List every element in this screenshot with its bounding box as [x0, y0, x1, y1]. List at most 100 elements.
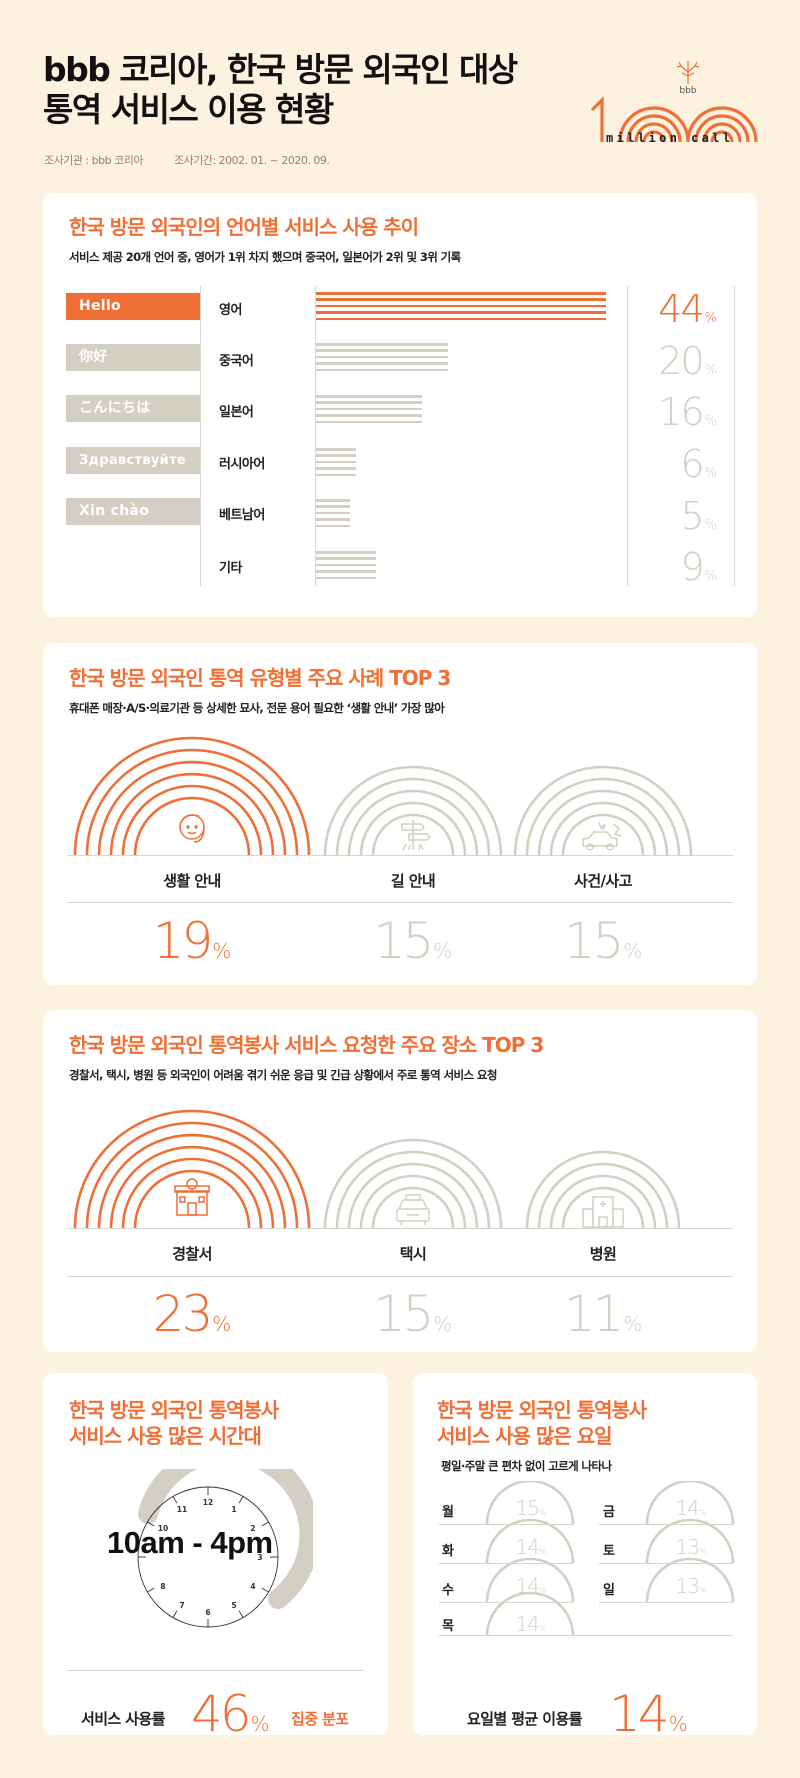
greeting-tag-russian: Здравствуйте [66, 447, 200, 474]
location-value: 23% [152, 1285, 232, 1343]
svg-text:10: 10 [158, 1524, 168, 1533]
rainbow-chart-hospital [525, 1150, 681, 1228]
day-label-sat: 토 [603, 1544, 615, 1559]
language-usage-card: 한국 방문 외국인의 언어별 서비스 사용 추이 서비스 제공 20개 언어 중… [43, 193, 757, 617]
tree-icon: bbb million call [590, 61, 758, 145]
title-line-2: 통역 서비스 이용 현황 [43, 90, 334, 129]
bar-japanese [316, 395, 422, 427]
day-label-fri: 금 [603, 1505, 615, 1520]
value-other: 9% [680, 545, 717, 589]
rainbow-chart-directions [323, 765, 503, 855]
rainbow-chart-accidents [513, 765, 693, 855]
average-value: 14% [609, 1685, 688, 1743]
rainbow-chart-police [73, 1109, 311, 1228]
taxi-icon [396, 1194, 430, 1225]
clock-icon: 12 1 2 3 4 5 6 7 8 10 11 [137, 1469, 313, 1628]
survey-period: 조사기간: 2002. 01. ~ 2020. 09. [173, 154, 330, 167]
baseline [67, 1228, 733, 1229]
average-label: 요일별 평균 이용률 [467, 1710, 582, 1728]
section-title: 한국 방문 외국인 통역봉사 서비스 사용 많은 요일 [437, 1398, 647, 1448]
day-label-tue: 화 [442, 1544, 454, 1559]
usage-note: 집중 분포 [291, 1710, 349, 1728]
svg-text:million call: million call [606, 131, 734, 145]
language-label: 러시아어 [219, 457, 265, 472]
day-value-tue: 14% [515, 1535, 547, 1559]
divider [67, 902, 733, 903]
greeting-tag-chinese: 你好 [66, 344, 200, 371]
language-label: 중국어 [219, 354, 254, 369]
day-of-week-card: 한국 방문 외국인 통역봉사 서비스 사용 많은 요일 평일·주말 큰 편차 없… [413, 1373, 757, 1740]
request-location-card: 한국 방문 외국인 통역봉사 서비스 요청한 주요 장소 TOP 3 경찰서, … [43, 1010, 757, 1352]
title-line-1: bbb 코리아, 한국 방문 외국인 대상 [43, 50, 518, 89]
greeting-tag-english: Hello [66, 293, 200, 320]
police-station-icon [174, 1178, 210, 1216]
value-vietnamese: 5% [680, 494, 717, 538]
location-value: 15% [373, 1285, 453, 1343]
day-value-thu: 14% [515, 1612, 547, 1636]
location-value: 11% [563, 1285, 643, 1343]
section-subtitle: 경찰서, 택시, 병원 등 외국인이 어려움 겪기 쉬운 응급 및 긴급 상황에… [69, 1068, 497, 1082]
location-label: 택시 [399, 1245, 427, 1263]
peak-time-range: 10am - 4pm [107, 1525, 273, 1560]
value-chinese: 20% [658, 339, 717, 383]
car-accident-icon [582, 821, 622, 851]
day-value-mon: 15% [515, 1496, 547, 1520]
svg-text:6: 6 [205, 1608, 210, 1617]
usage-value: 46% [191, 1685, 270, 1743]
section-title: 한국 방문 외국인의 언어별 서비스 사용 추이 [69, 215, 419, 239]
divider [200, 286, 201, 586]
svg-text:11: 11 [177, 1505, 187, 1514]
hospital-icon [582, 1196, 624, 1228]
greeting-tag-vietnamese: Xin chào [66, 498, 200, 525]
survey-meta: 조사기관 : bbb 코리아 조사기간: 2002. 01. ~ 2020. 0… [44, 152, 357, 168]
greeting-tag-japanese: こんにちは [66, 395, 200, 422]
divider [67, 1276, 733, 1277]
language-label: 영어 [219, 303, 242, 318]
divider [734, 286, 735, 586]
usage-label: 서비스 사용률 [81, 1710, 165, 1728]
svg-text:12: 12 [203, 1498, 213, 1507]
day-value-wed: 14% [515, 1574, 547, 1598]
section-subtitle: 휴대폰 매장·A/S·의료기관 등 상세한 묘사, 전문 용어 필요한 ‘생활 … [69, 701, 445, 715]
type-value: 15% [373, 912, 453, 970]
svg-text:3: 3 [257, 1553, 262, 1562]
svg-text:2: 2 [250, 1524, 255, 1533]
location-label: 병원 [589, 1245, 617, 1263]
baseline [67, 855, 733, 856]
day-label-mon: 월 [442, 1505, 454, 1520]
section-title: 한국 방문 외국인 통역봉사 서비스 요청한 주요 장소 TOP 3 [69, 1033, 544, 1057]
signpost-icon [401, 820, 432, 851]
rainbow-chart-taxi [323, 1138, 503, 1228]
svg-text:4: 4 [250, 1582, 255, 1591]
section-subtitle: 평일·주말 큰 편차 없이 고르게 나타나 [441, 1459, 612, 1473]
day-value-sun: 13% [675, 1574, 707, 1598]
section-title: 한국 방문 외국인 통역 유형별 주요 사례 TOP 3 [69, 666, 451, 690]
svg-text:1: 1 [231, 1505, 236, 1514]
time-of-day-card: 한국 방문 외국인 통역봉사 서비스 사용 많은 시간대 [43, 1373, 388, 1740]
interpretation-type-card: 한국 방문 외국인 통역 유형별 주요 사례 TOP 3 휴대폰 매장·A/S·… [43, 643, 757, 985]
page-title: bbb 코리아, 한국 방문 외국인 대상 통역 서비스 이용 현황 [43, 50, 518, 130]
day-value-sat: 13% [675, 1535, 707, 1559]
bar-vietnamese [316, 499, 350, 531]
type-label: 길 안내 [390, 872, 436, 890]
section-title: 한국 방문 외국인 통역봉사 서비스 사용 많은 시간대 [69, 1398, 279, 1448]
language-label: 일본어 [219, 405, 254, 420]
headset-person-icon [179, 814, 205, 843]
bar-other [316, 551, 376, 583]
svg-text:5: 5 [231, 1601, 236, 1610]
day-label-sun: 일 [603, 1583, 615, 1598]
type-value: 15% [563, 912, 643, 970]
type-label: 사건/사고 [574, 872, 632, 890]
divider [627, 286, 628, 586]
day-label-thu: 목 [442, 1619, 454, 1634]
type-label: 생활 안내 [163, 872, 221, 890]
million-call-logo: bbb million call [590, 58, 760, 153]
value-english: 44% [658, 287, 717, 331]
value-russian: 6% [680, 442, 717, 486]
bar-russian [316, 448, 356, 480]
svg-text:7: 7 [179, 1601, 184, 1610]
axis-line [315, 286, 316, 586]
type-value: 19% [152, 912, 232, 970]
survey-org: 조사기관 : bbb 코리아 [44, 154, 143, 167]
